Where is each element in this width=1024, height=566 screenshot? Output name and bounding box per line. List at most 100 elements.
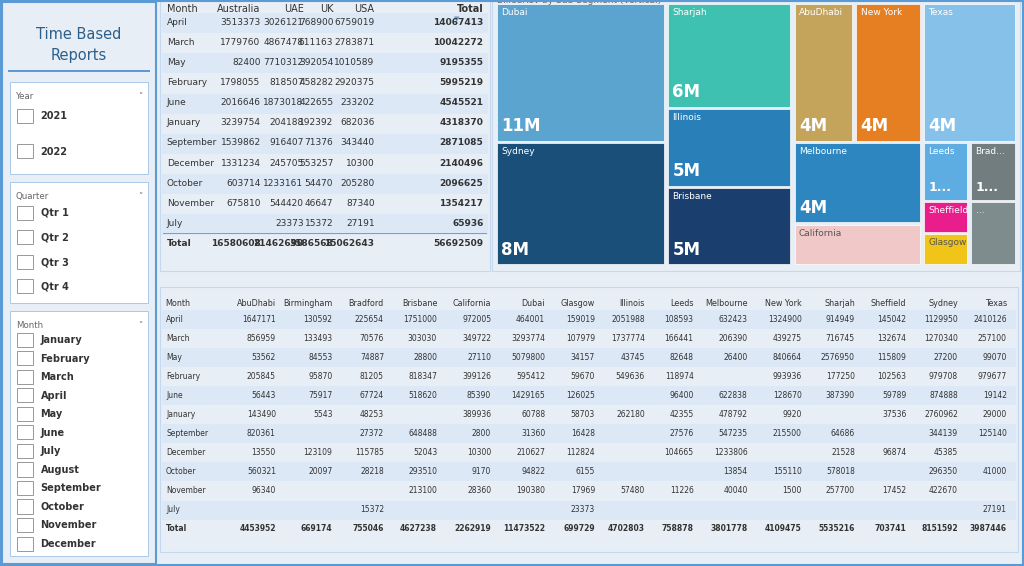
Text: 2410126: 2410126 xyxy=(973,315,1007,324)
Text: 4545521: 4545521 xyxy=(439,98,483,107)
Bar xyxy=(17,351,33,366)
Text: July: July xyxy=(41,446,60,456)
Text: 123109: 123109 xyxy=(303,448,333,457)
Bar xyxy=(10,182,148,303)
Bar xyxy=(164,20,486,21)
Text: 133493: 133493 xyxy=(303,334,333,342)
Text: November: November xyxy=(166,486,206,495)
Bar xyxy=(972,202,1015,264)
Text: 6759019: 6759019 xyxy=(334,18,375,27)
Text: 145042: 145042 xyxy=(878,315,906,324)
Text: November: November xyxy=(167,199,214,208)
Bar xyxy=(162,13,488,33)
Text: 104665: 104665 xyxy=(665,448,693,457)
Text: 979708: 979708 xyxy=(929,372,957,381)
Text: 82648: 82648 xyxy=(670,353,693,362)
Text: 71376: 71376 xyxy=(304,139,333,147)
Text: 65936: 65936 xyxy=(452,219,483,228)
Text: Texas: Texas xyxy=(929,8,953,18)
Text: March: March xyxy=(41,372,75,382)
Text: 257100: 257100 xyxy=(978,334,1007,342)
Bar xyxy=(497,143,664,264)
Text: 972005: 972005 xyxy=(462,315,492,324)
Text: Texas: Texas xyxy=(985,299,1007,308)
Text: April: April xyxy=(167,18,187,27)
Text: 1500: 1500 xyxy=(782,486,802,495)
Text: 213100: 213100 xyxy=(409,486,437,495)
Text: 31360: 31360 xyxy=(521,429,545,438)
Text: 21528: 21528 xyxy=(831,448,855,457)
Text: 96340: 96340 xyxy=(252,486,275,495)
Text: 159019: 159019 xyxy=(566,315,595,324)
Text: Time Based
Reports: Time Based Reports xyxy=(36,27,122,63)
Text: 204188: 204188 xyxy=(269,118,303,127)
Text: Illinois: Illinois xyxy=(620,299,645,308)
Bar xyxy=(795,143,921,222)
Text: 2140496: 2140496 xyxy=(439,158,483,168)
Bar xyxy=(17,205,33,220)
Text: 11226: 11226 xyxy=(670,486,693,495)
Text: 5M: 5M xyxy=(673,241,700,259)
Bar xyxy=(925,143,967,200)
Text: November: November xyxy=(41,520,97,530)
Text: 5543: 5543 xyxy=(313,410,333,419)
Text: 675810: 675810 xyxy=(226,199,261,208)
Text: 595412: 595412 xyxy=(516,372,545,381)
Bar xyxy=(17,370,33,384)
Text: 422670: 422670 xyxy=(929,486,957,495)
Text: March: March xyxy=(166,334,189,342)
Text: 45385: 45385 xyxy=(934,448,957,457)
Text: June: June xyxy=(167,98,186,107)
Text: 979677: 979677 xyxy=(978,372,1007,381)
Bar xyxy=(497,5,664,141)
Text: 34157: 34157 xyxy=(570,353,595,362)
Text: AbuDhabi: AbuDhabi xyxy=(237,299,275,308)
Text: December: December xyxy=(166,448,206,457)
Text: 87340: 87340 xyxy=(346,199,375,208)
Text: 245705: 245705 xyxy=(269,158,303,168)
Text: 27200: 27200 xyxy=(934,353,957,362)
Text: 215500: 215500 xyxy=(773,429,802,438)
Text: October: October xyxy=(166,467,197,476)
Text: 1331234: 1331234 xyxy=(221,158,261,168)
Text: 64686: 64686 xyxy=(830,429,855,438)
Text: 856959: 856959 xyxy=(247,334,275,342)
Text: 553257: 553257 xyxy=(299,158,333,168)
Text: 1...: 1... xyxy=(976,182,998,195)
Bar xyxy=(795,5,852,141)
Text: 13550: 13550 xyxy=(252,448,275,457)
Text: 206390: 206390 xyxy=(719,334,748,342)
Bar xyxy=(162,310,1016,329)
Text: 59789: 59789 xyxy=(882,391,906,400)
Text: 1233806: 1233806 xyxy=(714,448,748,457)
Text: 1324900: 1324900 xyxy=(768,315,802,324)
Text: Sheffield: Sheffield xyxy=(929,207,969,216)
Text: 2800: 2800 xyxy=(472,429,492,438)
Text: 99070: 99070 xyxy=(982,353,1007,362)
Text: Sharjah: Sharjah xyxy=(824,299,855,308)
Text: 2022: 2022 xyxy=(41,147,68,157)
Text: February: February xyxy=(167,78,207,87)
Text: 648488: 648488 xyxy=(409,429,437,438)
Text: UAE: UAE xyxy=(284,4,303,14)
Text: September: September xyxy=(167,139,217,147)
Text: Melbourne: Melbourne xyxy=(799,148,847,156)
Text: 60788: 60788 xyxy=(521,410,545,419)
Text: Qtr 2: Qtr 2 xyxy=(41,233,69,242)
Text: 9920: 9920 xyxy=(782,410,802,419)
Text: 21462690: 21462690 xyxy=(254,239,303,248)
Text: 993936: 993936 xyxy=(772,372,802,381)
Text: 26400: 26400 xyxy=(724,353,748,362)
Text: April: April xyxy=(41,391,67,401)
Text: 1873018: 1873018 xyxy=(263,98,303,107)
Text: 389936: 389936 xyxy=(462,410,492,419)
Bar xyxy=(17,444,33,458)
Text: Month: Month xyxy=(16,321,43,330)
Text: 303030: 303030 xyxy=(408,334,437,342)
Text: May: May xyxy=(41,409,62,419)
Text: 190380: 190380 xyxy=(516,486,545,495)
Text: 19142: 19142 xyxy=(983,391,1007,400)
Text: 2016646: 2016646 xyxy=(221,98,261,107)
Text: 14067413: 14067413 xyxy=(433,18,483,27)
Text: Glasgow: Glasgow xyxy=(561,299,595,308)
